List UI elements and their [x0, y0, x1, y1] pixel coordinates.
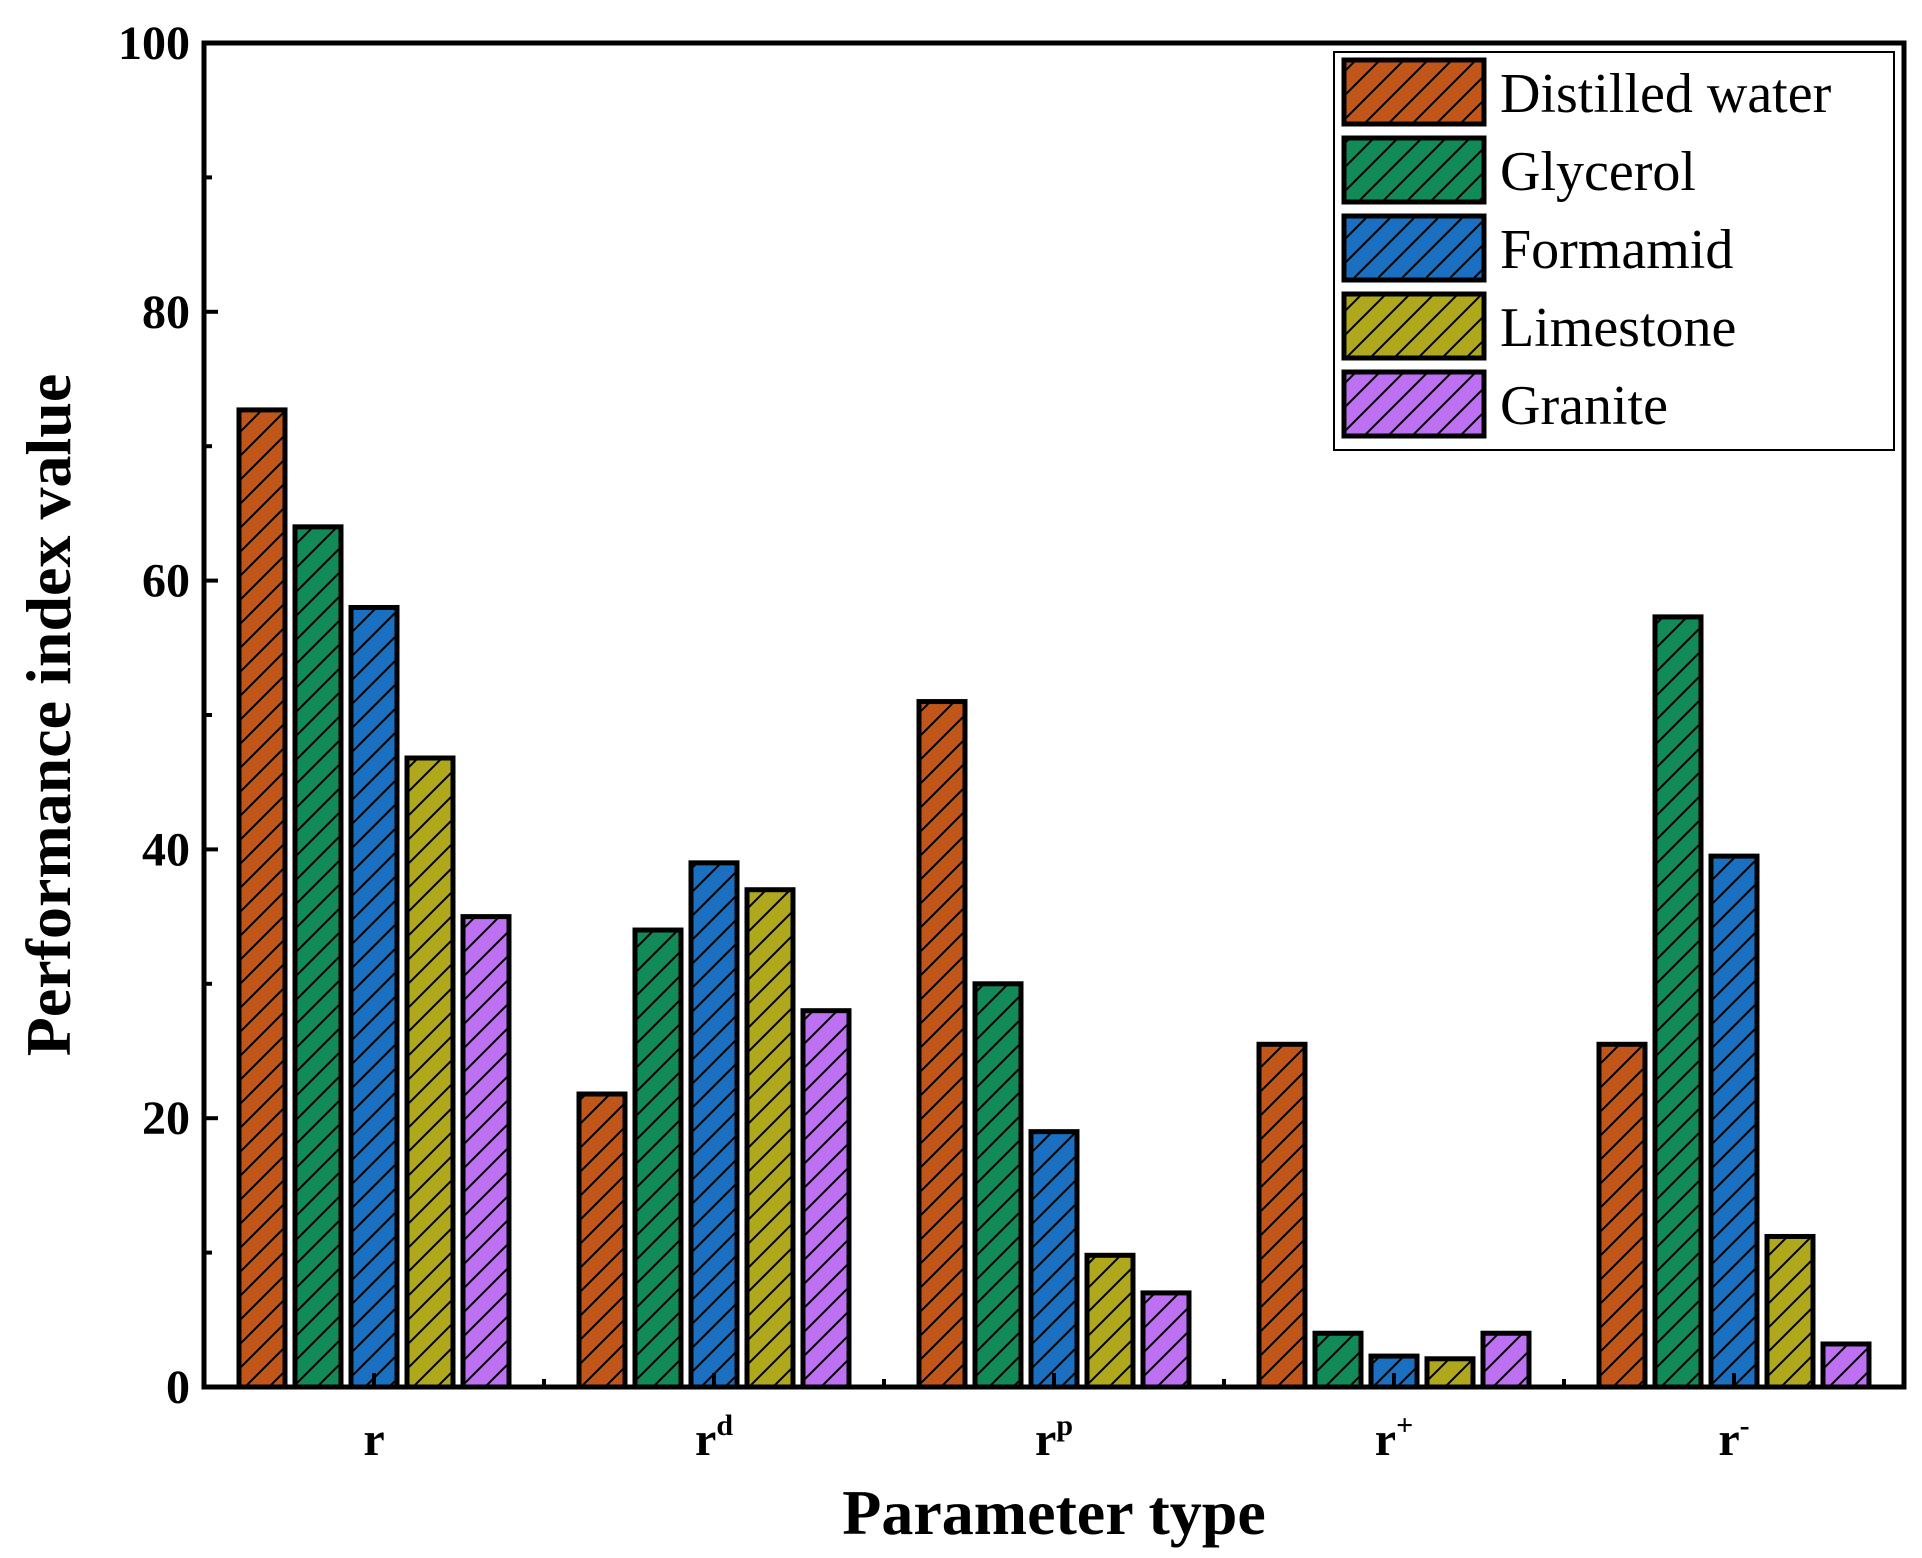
y-tick-label: 60: [142, 555, 190, 608]
legend-swatch: [1341, 57, 1487, 127]
legend-swatch: [1341, 213, 1487, 283]
legend-label: Granite: [1500, 375, 1668, 437]
legend-label: Formamid: [1500, 219, 1733, 281]
legend-label: Glycerol: [1500, 141, 1696, 203]
bar-distilled-water-5: [1596, 1041, 1648, 1390]
legend-label: Limestone: [1500, 297, 1736, 359]
bar-limestone-5: [1764, 1233, 1816, 1390]
bar-formamid-3: [1028, 1129, 1080, 1390]
bar-granite-5: [1820, 1341, 1872, 1390]
bar-limestone-3: [1084, 1252, 1136, 1390]
y-tick-label: 20: [142, 1092, 190, 1145]
x-tick-label: r+: [1375, 1409, 1413, 1466]
legend-swatch: [1341, 135, 1487, 205]
bar-formamid-5: [1708, 853, 1760, 1390]
y-tick-label: 100: [118, 17, 190, 70]
bar-glycerol-4: [1312, 1330, 1364, 1390]
bar-glycerol-1: [292, 524, 344, 1390]
legend: Distilled water Glycerol Formamid Limestone…: [1333, 51, 1895, 451]
bar-distilled-water-1: [236, 407, 288, 1390]
x-tick-label: r: [363, 1413, 384, 1466]
bar-granite-4: [1480, 1330, 1532, 1390]
bar-limestone-1: [404, 755, 456, 1390]
bar-glycerol-3: [972, 981, 1024, 1390]
x-tick-label: rp: [1035, 1409, 1073, 1466]
x-tick-label: r-: [1718, 1409, 1749, 1466]
x-axis: r rd rp r+ r-: [363, 1373, 1750, 1466]
y-tick-label: 0: [166, 1361, 190, 1414]
bars-layer: [236, 407, 1872, 1390]
bar-granite-2: [800, 1008, 852, 1390]
y-tick-label: 80: [142, 286, 190, 339]
bar-limestone-4: [1424, 1356, 1476, 1390]
legend-swatch: [1341, 291, 1487, 361]
legend-swatch: [1341, 369, 1487, 439]
bar-glycerol-2: [632, 927, 684, 1390]
legend-label: Distilled water: [1500, 63, 1832, 125]
bar-distilled-water-2: [576, 1091, 628, 1390]
bar-granite-3: [1140, 1290, 1192, 1390]
bar-formamid-2: [688, 860, 740, 1390]
bar-distilled-water-3: [916, 699, 968, 1390]
y-axis: 0 20 40 60 80 100: [118, 17, 218, 1414]
y-axis-title: Performance index value: [13, 374, 84, 1057]
bar-limestone-2: [744, 887, 796, 1390]
bar-distilled-water-4: [1256, 1041, 1308, 1390]
bar-formamid-1: [348, 604, 400, 1390]
x-axis-title: Parameter type: [842, 1477, 1266, 1548]
bar-glycerol-5: [1652, 614, 1704, 1390]
x-tick-label: rd: [695, 1409, 733, 1466]
bar-granite-1: [460, 914, 512, 1390]
y-tick-label: 40: [142, 823, 190, 876]
